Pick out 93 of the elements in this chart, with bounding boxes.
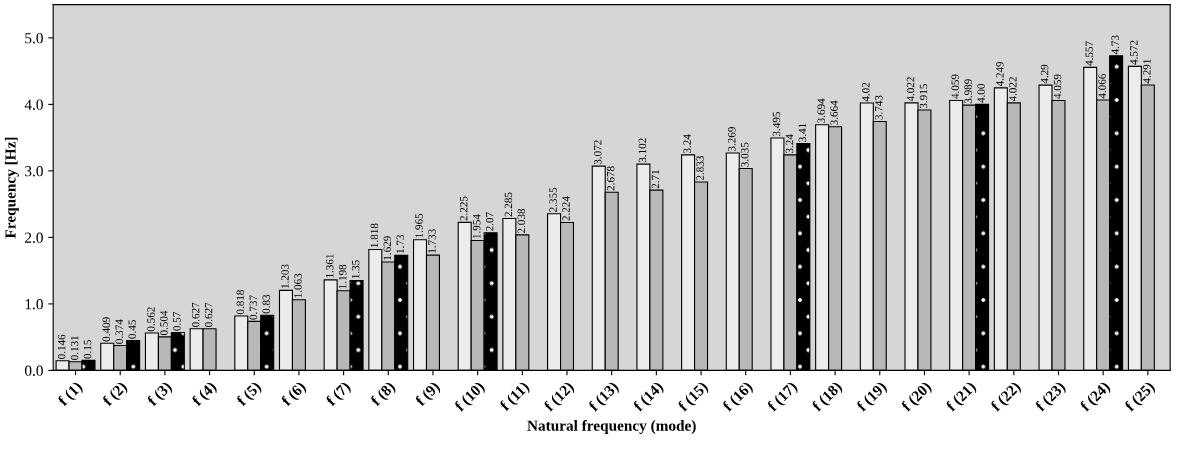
data-label: 4.73 <box>1111 35 1119 55</box>
data-label: 0.737 <box>249 295 258 320</box>
data-label: 4.291 <box>1143 59 1151 84</box>
x-tick-label: f (17) <box>766 380 800 415</box>
data-label: 2.71 <box>651 170 660 189</box>
data-label: 3.694 <box>817 98 825 123</box>
data-label: 1.063 <box>294 273 302 298</box>
data-label: 3.989 <box>964 79 972 104</box>
data-label: 4.249 <box>996 61 1004 87</box>
x-tick-label: f (10) <box>453 380 488 415</box>
x-tick-label: f (5) <box>235 380 264 409</box>
y-axis-title: Frequency [Hz] <box>4 137 19 239</box>
data-label: 0.504 <box>160 310 168 336</box>
data-label: 1.198 <box>338 264 347 289</box>
x-tick-label: f (18) <box>810 380 845 415</box>
data-label: 0.131 <box>70 335 79 360</box>
data-label: 4.00 <box>977 83 985 103</box>
data-label: 1.203 <box>281 264 289 289</box>
data-label: 1.361 <box>325 254 334 278</box>
data-label: 0.627 <box>204 302 213 327</box>
data-label: 1.73 <box>396 234 405 253</box>
data-label: 3.072 <box>594 140 602 165</box>
x-axis-title: Natural frequency (mode) <box>527 419 696 434</box>
data-label: 0.57 <box>173 311 181 331</box>
data-label: 0.15 <box>83 340 92 359</box>
data-label: 0.818 <box>236 290 245 315</box>
x-tick-label: f (8) <box>369 380 398 409</box>
data-label: 1.818 <box>370 223 379 248</box>
x-tick-label: f (3) <box>146 380 175 409</box>
x-tick-label: f (24) <box>1078 380 1113 415</box>
x-tick-label: f (6) <box>280 380 309 409</box>
x-tick-label: f (15) <box>676 380 711 415</box>
data-label: 2.038 <box>517 208 526 233</box>
x-tick-label: f (20) <box>900 380 934 415</box>
data-label: 0.562 <box>147 307 155 332</box>
y-tick-label: 3.0 <box>25 166 43 177</box>
data-label: 1.965 <box>415 213 423 238</box>
x-tick-label: f (2) <box>101 380 130 409</box>
x-tick-label: f (1) <box>56 380 85 409</box>
data-label: 3.41 <box>798 123 807 142</box>
data-label: 4.572 <box>1130 40 1138 65</box>
data-label: 1.629 <box>383 236 392 260</box>
data-label: 3.915 <box>919 84 928 109</box>
y-tick-label: 0.0 <box>24 365 43 376</box>
data-label: 2.833 <box>696 156 704 181</box>
data-label: 3.743 <box>875 95 883 120</box>
data-label: 2.225 <box>460 196 468 221</box>
data-label: 0.83 <box>262 294 271 314</box>
data-label: 0.409 <box>102 317 111 342</box>
x-tick-label: f (7) <box>324 380 354 409</box>
data-label: 4.022 <box>1009 77 1017 102</box>
x-tick-label: f (23) <box>1034 380 1068 415</box>
x-tick-label: f (22) <box>989 380 1024 415</box>
data-label: 1.733 <box>428 229 436 253</box>
data-label: 3.495 <box>772 112 781 137</box>
data-label: 0.45 <box>128 320 136 339</box>
x-tick-label: f (13) <box>587 380 622 415</box>
data-label: 4.29 <box>1040 64 1049 84</box>
data-label: 1.954 <box>472 214 481 239</box>
y-tick-label: 4.0 <box>24 99 43 110</box>
x-tick-label: f (4) <box>190 380 219 409</box>
data-label: 3.035 <box>741 142 749 167</box>
x-tick-label: f (11) <box>498 380 532 414</box>
data-label: 2.678 <box>606 166 615 191</box>
data-label: 0.627 <box>191 302 200 327</box>
x-tick-label: f (19) <box>855 380 890 415</box>
data-label: 4.02 <box>862 82 870 102</box>
data-label: 2.07 <box>485 212 494 231</box>
data-label: 4.022 <box>906 77 915 102</box>
x-tick-label: f (9) <box>414 380 443 409</box>
data-label: 3.24 <box>683 134 691 154</box>
data-label: 4.059 <box>951 74 959 99</box>
data-label: 2.224 <box>562 196 570 221</box>
y-tick-label: 2.0 <box>25 232 43 243</box>
data-label: 1.35 <box>351 260 360 279</box>
y-tick-label: 5.0 <box>25 33 43 44</box>
x-tick-label: f (21) <box>944 380 979 415</box>
data-label: 0.374 <box>115 319 124 344</box>
data-label: 4.557 <box>1085 41 1094 66</box>
x-tick-label: f (14) <box>632 380 666 415</box>
x-tick-label: f (16) <box>721 380 756 415</box>
data-label: 2.285 <box>504 192 513 217</box>
data-label: 2.355 <box>549 187 557 212</box>
data-label: 0.146 <box>57 334 66 359</box>
data-label: 3.102 <box>638 138 647 163</box>
data-label: 3.664 <box>830 100 838 125</box>
y-tick-label: 1.0 <box>25 299 43 310</box>
data-label: 3.24 <box>785 134 794 154</box>
data-label: 4.059 <box>1053 74 1062 99</box>
x-tick-label: f (25) <box>1123 380 1158 415</box>
data-label: 3.269 <box>728 127 736 152</box>
data-label: 4.066 <box>1098 73 1106 99</box>
x-tick-label: f (12) <box>542 380 577 415</box>
